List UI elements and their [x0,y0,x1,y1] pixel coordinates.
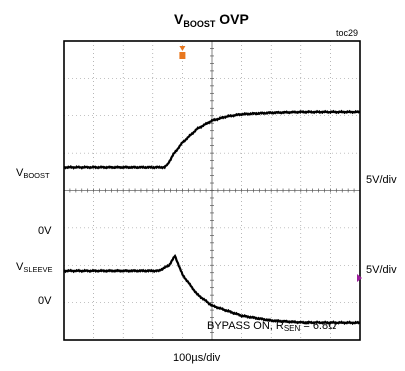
figure-tag: toc29 [336,28,358,38]
trigger-marker [179,46,186,59]
channel-marker-icon [357,274,362,282]
vsleeve-trace [63,253,361,326]
time-scale-label: 100µs/div [173,352,221,364]
vboost-trace [63,109,361,170]
trigger-box [179,52,186,59]
zero-label-1: 0V [38,225,52,237]
trigger-arrow [179,46,186,51]
vboost-label: VBOOST [16,167,50,180]
chart-title: VBOOST OVP [174,11,249,29]
annotation-text: BYPASS ON, RSEN = 6.8Ω [207,320,336,333]
vboost-scale-label: 5V/div [366,174,397,186]
vsleeve-label: VSLEEVE [16,261,53,274]
zero-label-2: 0V [38,295,52,307]
scope-grid [63,40,361,341]
grid-frame [63,40,361,341]
vsleeve-scale-label: 5V/div [366,264,397,276]
